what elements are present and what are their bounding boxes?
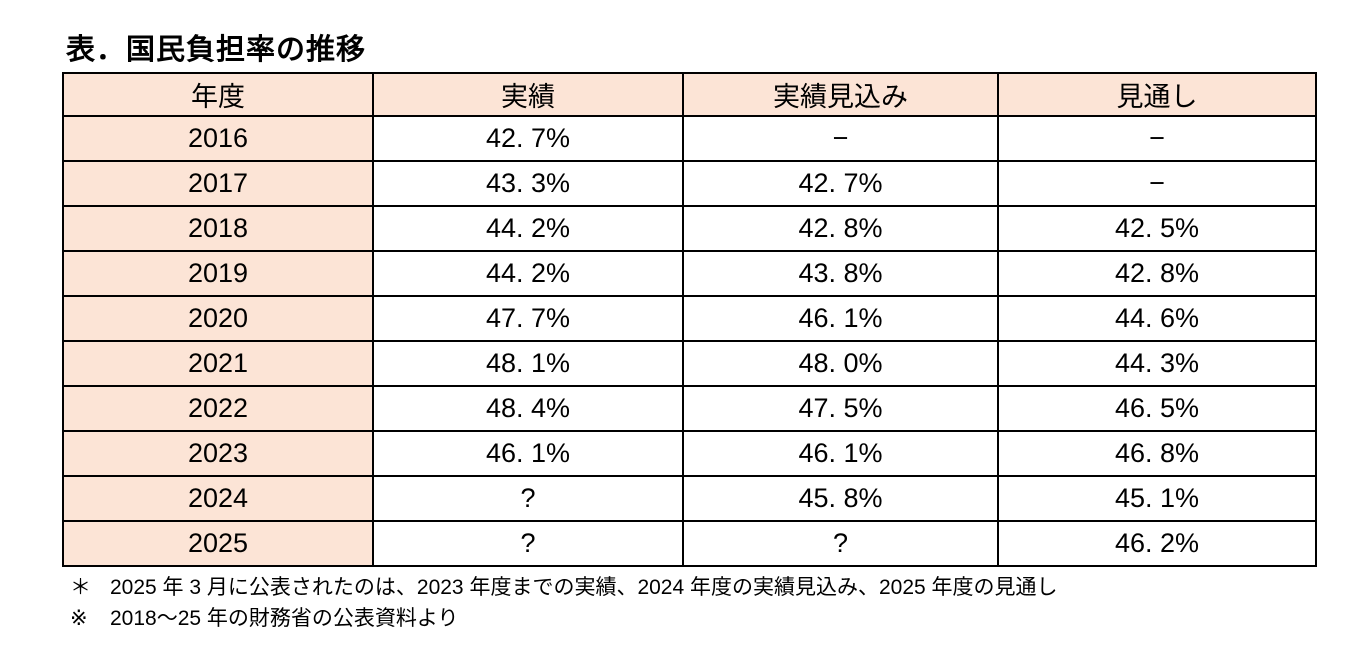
outlook-cell: − bbox=[997, 160, 1317, 207]
header-estimated: 実績見込み bbox=[682, 72, 999, 117]
estimated-cell: 42. 8% bbox=[682, 205, 999, 252]
reference-marker: ※ bbox=[70, 607, 88, 630]
actual-cell: 48. 4% bbox=[372, 385, 684, 432]
estimated-cell: 42. 7% bbox=[682, 160, 999, 207]
outlook-cell: 45. 1% bbox=[997, 475, 1317, 522]
outlook-cell: 42. 8% bbox=[997, 250, 1317, 297]
year-cell: 2022 bbox=[62, 385, 374, 432]
estimated-cell: − bbox=[682, 115, 999, 162]
header-year: 年度 bbox=[62, 72, 374, 117]
table-row: 2017 43. 3% 42. 7% − bbox=[62, 160, 1317, 207]
footnote-text: 2025 年 3 月に公表されたのは、2023 年度までの実績、2024 年度の… bbox=[110, 576, 1058, 599]
page-title: 表．国民負担率の推移 bbox=[66, 34, 367, 66]
year-cell: 2023 bbox=[62, 430, 374, 477]
header-actual: 実績 bbox=[372, 72, 684, 117]
burden-rate-table: 年度 実績 実績見込み 見通し 2016 42. 7% − − 2017 43.… bbox=[62, 72, 1317, 567]
footnote-publication: ＊ 2025 年 3 月に公表されたのは、2023 年度までの実績、2024 年… bbox=[70, 572, 1058, 603]
table-row: 2021 48. 1% 48. 0% 44. 3% bbox=[62, 340, 1317, 387]
actual-cell: 46. 1% bbox=[372, 430, 684, 477]
estimated-cell: 46. 1% bbox=[682, 295, 999, 342]
footnote-text: 2018～25 年の財務省の公表資料より bbox=[110, 607, 459, 630]
outlook-cell: 44. 6% bbox=[997, 295, 1317, 342]
estimated-cell: 46. 1% bbox=[682, 430, 999, 477]
table-row: 2019 44. 2% 43. 8% 42. 8% bbox=[62, 250, 1317, 297]
table-row: 2024 ? 45. 8% 45. 1% bbox=[62, 475, 1317, 522]
actual-cell: ? bbox=[372, 475, 684, 522]
estimated-cell: 48. 0% bbox=[682, 340, 999, 387]
year-cell: 2019 bbox=[62, 250, 374, 297]
actual-cell: 44. 2% bbox=[372, 205, 684, 252]
year-cell: 2020 bbox=[62, 295, 374, 342]
table-row: 2025 ? ? 46. 2% bbox=[62, 520, 1317, 567]
outlook-cell: 42. 5% bbox=[997, 205, 1317, 252]
actual-cell: 44. 2% bbox=[372, 250, 684, 297]
header-outlook: 見通し bbox=[997, 72, 1317, 117]
estimated-cell: ? bbox=[682, 520, 999, 567]
outlook-cell: 46. 2% bbox=[997, 520, 1317, 567]
year-cell: 2024 bbox=[62, 475, 374, 522]
table-row: 2020 47. 7% 46. 1% 44. 6% bbox=[62, 295, 1317, 342]
estimated-cell: 43. 8% bbox=[682, 250, 999, 297]
year-cell: 2016 bbox=[62, 115, 374, 162]
table-row: 2023 46. 1% 46. 1% 46. 8% bbox=[62, 430, 1317, 477]
estimated-cell: 45. 8% bbox=[682, 475, 999, 522]
actual-cell: 48. 1% bbox=[372, 340, 684, 387]
year-cell: 2017 bbox=[62, 160, 374, 207]
asterisk-marker: ＊ bbox=[70, 576, 91, 599]
outlook-cell: 46. 8% bbox=[997, 430, 1317, 477]
outlook-cell: 44. 3% bbox=[997, 340, 1317, 387]
year-cell: 2018 bbox=[62, 205, 374, 252]
year-cell: 2025 bbox=[62, 520, 374, 567]
footnotes: ＊ 2025 年 3 月に公表されたのは、2023 年度までの実績、2024 年… bbox=[70, 572, 1058, 634]
actual-cell: 43. 3% bbox=[372, 160, 684, 207]
actual-cell: 47. 7% bbox=[372, 295, 684, 342]
footnote-source: ※ 2018～25 年の財務省の公表資料より bbox=[70, 603, 1058, 634]
header-row: 年度 実績 実績見込み 見通し bbox=[62, 72, 1317, 117]
actual-cell: 42. 7% bbox=[372, 115, 684, 162]
outlook-cell: 46. 5% bbox=[997, 385, 1317, 432]
estimated-cell: 47. 5% bbox=[682, 385, 999, 432]
outlook-cell: − bbox=[997, 115, 1317, 162]
table-row: 2018 44. 2% 42. 8% 42. 5% bbox=[62, 205, 1317, 252]
table-row: 2016 42. 7% − − bbox=[62, 115, 1317, 162]
table-row: 2022 48. 4% 47. 5% 46. 5% bbox=[62, 385, 1317, 432]
year-cell: 2021 bbox=[62, 340, 374, 387]
actual-cell: ? bbox=[372, 520, 684, 567]
